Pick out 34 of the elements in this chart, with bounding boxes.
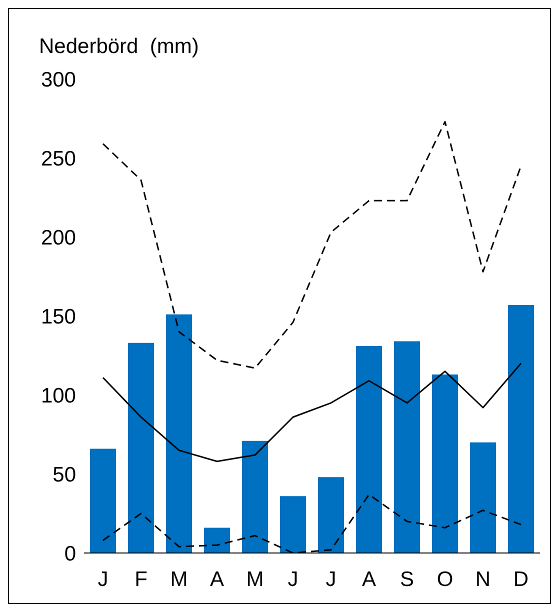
bar (128, 342, 154, 553)
x-tick-label: J (288, 568, 298, 591)
y-axis-title: Nederbörd (mm) (39, 35, 199, 59)
bar (508, 304, 534, 553)
x-tick-label: A (362, 568, 376, 591)
line-series (102, 362, 522, 462)
x-tick-label: J (98, 568, 108, 591)
line-series (102, 120, 522, 369)
x-tick-label: N (475, 568, 491, 591)
x-tick-label: J (326, 568, 336, 591)
bar (470, 442, 496, 553)
x-tick-label: M (170, 568, 188, 591)
bar (356, 346, 382, 553)
y-tick-label: 0 (64, 542, 76, 566)
y-tick-label: 300 (40, 68, 76, 92)
bar (432, 374, 458, 553)
y-tick-label: 100 (40, 384, 76, 408)
bar (318, 477, 344, 553)
x-tick-label: M (246, 568, 264, 591)
bar (394, 341, 420, 553)
x-tick-label: O (436, 568, 454, 591)
y-tick-label: 250 (40, 147, 76, 170)
x-tick-label: A (210, 568, 224, 591)
x-tick-label: F (134, 568, 148, 591)
bar (90, 448, 116, 553)
y-tick-label: 150 (40, 305, 76, 328)
x-tick-label: D (513, 568, 529, 591)
y-tick-label: 200 (40, 226, 76, 250)
bar (280, 496, 306, 553)
bar (166, 314, 192, 553)
bar (242, 440, 268, 553)
bar (204, 528, 230, 553)
y-tick-label: 50 (52, 463, 76, 486)
x-tick-label: S (400, 568, 414, 591)
